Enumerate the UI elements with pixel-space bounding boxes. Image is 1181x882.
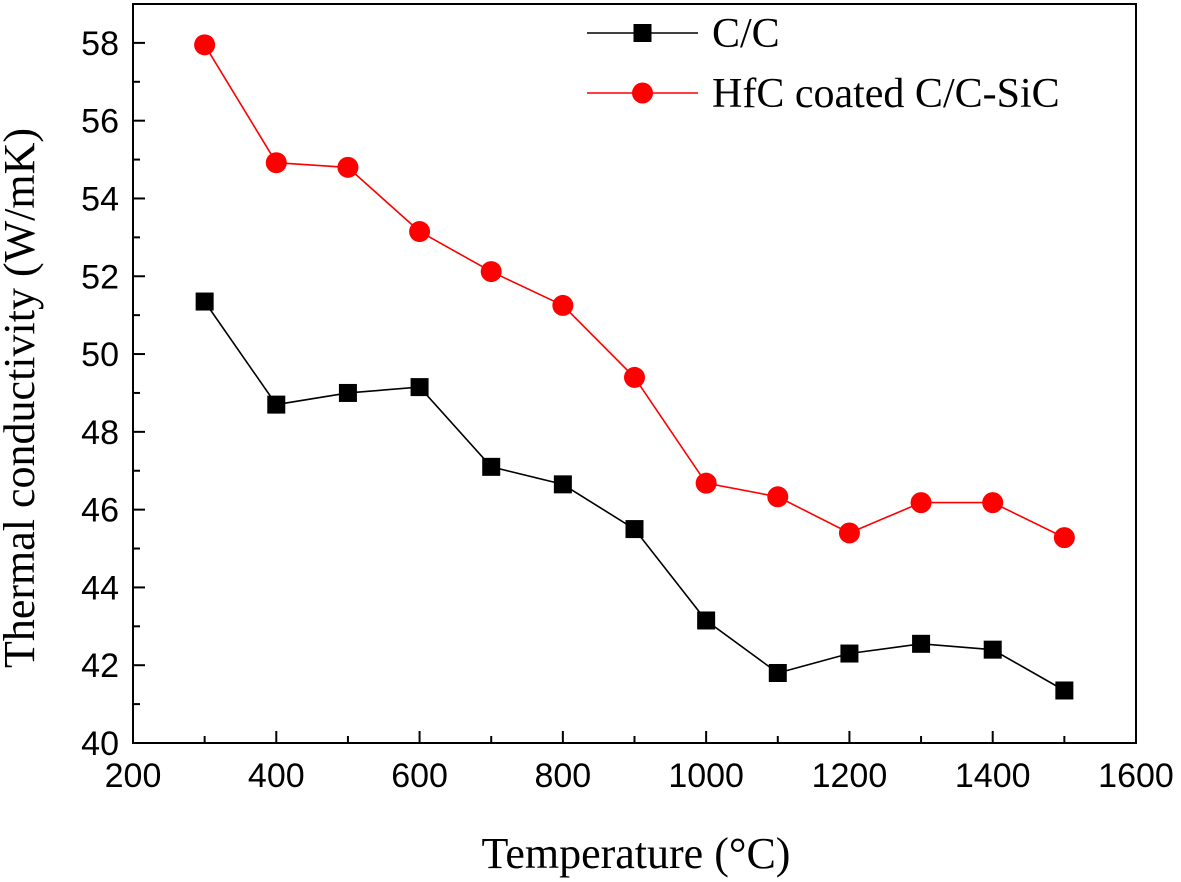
- series-layer: [194, 34, 1075, 700]
- data-point-c-c: [912, 634, 931, 653]
- data-point-hfc-coated-c-c-sic: [624, 366, 645, 388]
- data-point-c-c: [482, 457, 501, 476]
- data-point-hfc-coated-c-c-sic: [409, 221, 431, 243]
- data-point-hfc-coated-c-c-sic: [480, 261, 502, 283]
- data-point-hfc-coated-c-c-sic: [767, 486, 789, 508]
- y-tick-label: 54: [81, 180, 119, 218]
- y-tick-label: 46: [81, 492, 119, 530]
- series-line-c-c: [203, 301, 1065, 692]
- series-line-hfc-coated-c-c-sic: [203, 44, 1065, 539]
- x-axis-title: Temperature (°C): [482, 829, 791, 878]
- data-point-c-c: [553, 475, 572, 494]
- legend-label-c-c: C/C: [712, 11, 780, 57]
- x-tick-label: 1000: [668, 757, 744, 795]
- data-point-c-c: [840, 644, 859, 663]
- y-tick-label: 40: [81, 725, 119, 763]
- legend-label-hfc-coated-c-c-sic: HfC coated C/C-SiC: [712, 71, 1060, 117]
- data-point-c-c: [697, 611, 716, 630]
- y-axis-title: Thermal conductivity (W/mK): [0, 128, 44, 668]
- y-tick-label: 48: [81, 414, 119, 452]
- data-point-hfc-coated-c-c-sic: [337, 156, 359, 178]
- data-point-hfc-coated-c-c-sic: [910, 492, 932, 514]
- legend-marker-c-c: [633, 24, 652, 42]
- data-point-hfc-coated-c-c-sic: [982, 492, 1004, 514]
- data-point-c-c: [1055, 681, 1074, 700]
- x-tick-label: 400: [248, 757, 305, 795]
- x-tick-label: 1600: [1098, 757, 1174, 795]
- data-point-c-c: [195, 292, 214, 311]
- y-tick-label: 44: [81, 569, 119, 607]
- data-point-hfc-coated-c-c-sic: [695, 472, 717, 494]
- data-point-c-c: [338, 383, 357, 402]
- data-point-hfc-coated-c-c-sic: [265, 152, 287, 174]
- data-point-c-c: [768, 663, 787, 682]
- data-point-hfc-coated-c-c-sic: [194, 34, 216, 56]
- data-point-hfc-coated-c-c-sic: [838, 522, 860, 544]
- legend-marker-hfc-coated-c-c-sic: [632, 82, 653, 104]
- data-point-hfc-coated-c-c-sic: [1053, 527, 1075, 549]
- y-axis-ticks: 40 42 44 46 48 50 52 54 56 58: [81, 3, 145, 763]
- y-tick-label: 50: [81, 336, 119, 374]
- x-tick-label: 1400: [955, 757, 1031, 795]
- data-point-c-c: [983, 640, 1002, 659]
- y-tick-label: 58: [81, 25, 119, 63]
- x-tick-label: 800: [534, 757, 591, 795]
- x-tick-label: 600: [391, 757, 448, 795]
- y-tick-label: 42: [81, 647, 119, 685]
- x-tick-label: 1200: [812, 757, 888, 795]
- y-tick-label: 52: [81, 258, 119, 296]
- y-tick-label: 56: [81, 103, 119, 141]
- data-point-hfc-coated-c-c-sic: [552, 294, 574, 316]
- x-tick-label: 200: [105, 757, 162, 795]
- x-axis-ticks: 200 400 600 800 1000 1200 1400 1600: [105, 731, 1174, 795]
- data-point-c-c: [410, 378, 429, 397]
- data-point-c-c: [625, 520, 644, 539]
- data-point-c-c: [267, 395, 286, 414]
- legend: C/C HfC coated C/C-SiC: [587, 11, 1060, 117]
